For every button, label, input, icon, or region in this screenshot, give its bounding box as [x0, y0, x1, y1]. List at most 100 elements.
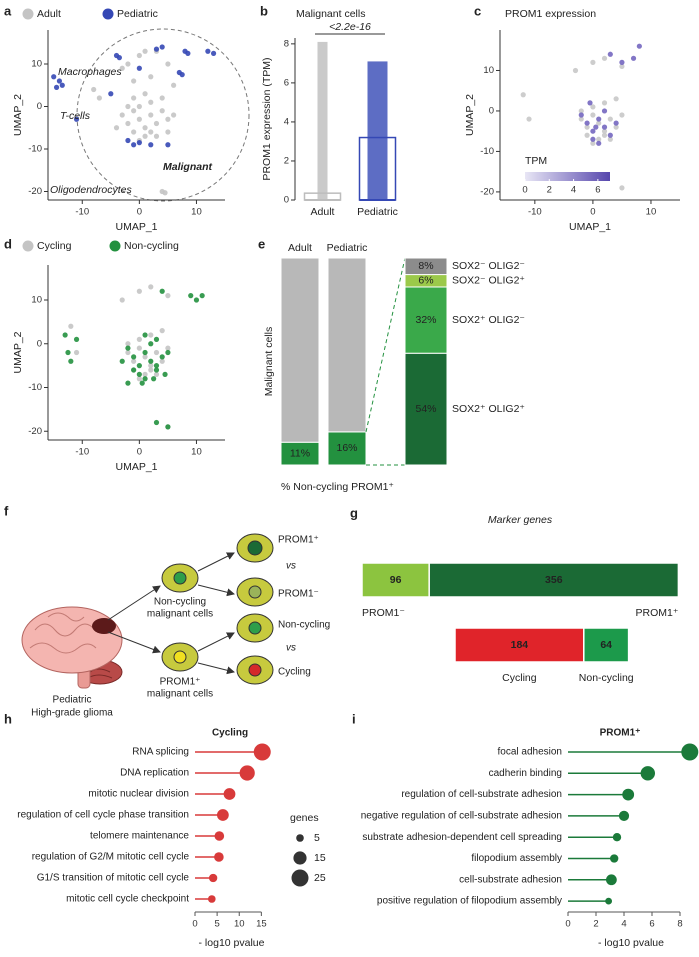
- point: [148, 112, 154, 118]
- dot: [223, 788, 236, 800]
- point: [139, 380, 145, 386]
- dot: [214, 831, 225, 841]
- category-label: regulation of cell-substrate adhesion: [401, 789, 562, 800]
- diagram-label: Non-cycling: [154, 597, 206, 608]
- diagram-label: PROM1⁺: [160, 677, 201, 688]
- point: [590, 140, 596, 146]
- point: [136, 363, 142, 369]
- point: [188, 293, 194, 299]
- category-label: regulation of cell cycle phase transitio…: [17, 810, 189, 821]
- panel-letter: d: [4, 236, 12, 251]
- point: [119, 297, 125, 303]
- point: [601, 132, 608, 138]
- point: [578, 116, 584, 122]
- point: [73, 116, 80, 122]
- y-tick-label: -20: [28, 186, 42, 197]
- point: [613, 124, 619, 130]
- panel-letter: b: [260, 3, 268, 18]
- y-tick-label: 10: [31, 295, 42, 306]
- annotation: Malignant: [163, 161, 213, 173]
- point: [131, 108, 137, 114]
- x-tick-label: -10: [75, 207, 89, 218]
- point: [136, 345, 142, 351]
- value-label: 11%: [290, 447, 310, 459]
- point: [142, 91, 148, 97]
- point: [125, 345, 131, 351]
- colorbar-tick-label: 2: [547, 185, 552, 196]
- y-tick-label: -20: [28, 426, 42, 437]
- size-legend-label: 25: [314, 872, 326, 884]
- y-tick-label: 0: [37, 101, 42, 112]
- x-tick-label: 5: [214, 919, 219, 930]
- category-label: substrate adhesion-dependent cell spread…: [362, 832, 562, 843]
- segment-label: PROM1⁻: [362, 607, 405, 619]
- y-axis-label: UMAP_2: [12, 331, 24, 373]
- panel-letter: e: [258, 236, 265, 251]
- point: [159, 358, 165, 364]
- x-tick-label: 15: [256, 919, 267, 930]
- point: [148, 332, 154, 338]
- diagram-label: PROM1⁻: [278, 589, 319, 600]
- point: [91, 86, 97, 93]
- dot: [216, 809, 229, 821]
- category-label: mitotic nuclear division: [88, 789, 189, 800]
- point: [142, 349, 148, 356]
- segment-label: SOX2⁻ OLIG2⁻: [452, 260, 525, 272]
- point: [136, 371, 142, 377]
- chart-title: Marker genes: [488, 514, 553, 526]
- point: [153, 371, 160, 377]
- point: [526, 116, 532, 122]
- dot: [605, 897, 612, 905]
- category-label: negative regulation of cell-substrate ad…: [361, 811, 562, 822]
- nucleus: [173, 650, 187, 664]
- point: [601, 128, 608, 134]
- point: [153, 46, 160, 52]
- panel-letter: g: [350, 505, 358, 520]
- diagram-label: High-grade glioma: [31, 708, 113, 719]
- arrow: [107, 585, 161, 621]
- point: [131, 142, 137, 148]
- bar-segment: [361, 562, 430, 598]
- category-label: DNA replication: [120, 768, 189, 779]
- bar-segment: [327, 257, 367, 433]
- point: [148, 74, 154, 80]
- point: [159, 95, 165, 101]
- value-label: 32%: [415, 314, 436, 326]
- y-tick-label: 0: [489, 105, 494, 116]
- point: [159, 108, 165, 114]
- x-tick-label: Adult: [288, 242, 312, 254]
- panel-letter: h: [4, 711, 12, 726]
- point: [131, 354, 137, 360]
- point: [159, 328, 165, 334]
- x-tick-label: 0: [565, 919, 570, 930]
- point: [159, 354, 165, 360]
- nucleus: [248, 585, 262, 599]
- gyri: [29, 612, 97, 654]
- y-tick-label: -20: [480, 186, 494, 197]
- point: [185, 50, 191, 56]
- point: [142, 133, 148, 139]
- category-label: G1/S transition of mitotic cell cycle: [37, 873, 190, 884]
- point: [171, 112, 177, 118]
- point: [596, 116, 602, 122]
- point: [165, 61, 171, 67]
- segment-label: SOX2⁺ OLIG2⁻: [452, 314, 525, 326]
- legend-swatch: [22, 240, 34, 252]
- point: [136, 140, 142, 146]
- dot: [208, 895, 216, 903]
- point: [131, 95, 137, 101]
- arrow: [197, 552, 235, 572]
- annotation: <2.2e-16: [329, 21, 371, 33]
- point: [125, 341, 131, 347]
- y-tick-label: 10: [31, 59, 42, 70]
- point: [142, 48, 148, 54]
- point: [153, 120, 160, 127]
- value-label: 184: [511, 639, 529, 651]
- point: [142, 354, 148, 360]
- value-label: 54%: [415, 403, 436, 415]
- point: [125, 103, 131, 110]
- point: [125, 120, 131, 127]
- y-tick-label: 6: [284, 77, 289, 88]
- x-tick-label: -10: [75, 447, 89, 458]
- dot: [622, 788, 635, 801]
